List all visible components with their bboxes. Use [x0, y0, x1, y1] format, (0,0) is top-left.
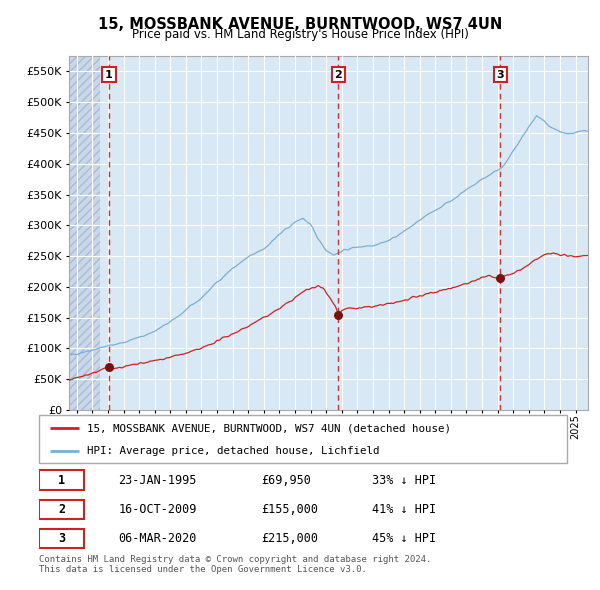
Bar: [69, 56, 100, 410]
FancyBboxPatch shape: [39, 500, 84, 519]
Text: 3: 3: [58, 532, 65, 545]
Text: 15, MOSSBANK AVENUE, BURNTWOOD, WS7 4UN (detached house): 15, MOSSBANK AVENUE, BURNTWOOD, WS7 4UN …: [86, 423, 451, 433]
Text: Contains HM Land Registry data © Crown copyright and database right 2024.
This d: Contains HM Land Registry data © Crown c…: [39, 555, 431, 574]
Text: HPI: Average price, detached house, Lichfield: HPI: Average price, detached house, Lich…: [86, 446, 379, 456]
Text: 3: 3: [496, 70, 504, 80]
Text: £215,000: £215,000: [261, 532, 318, 545]
Text: 41% ↓ HPI: 41% ↓ HPI: [371, 503, 436, 516]
Text: 1: 1: [58, 474, 65, 487]
Text: 06-MAR-2020: 06-MAR-2020: [118, 532, 197, 545]
Text: £155,000: £155,000: [261, 503, 318, 516]
Text: 16-OCT-2009: 16-OCT-2009: [118, 503, 197, 516]
Text: £69,950: £69,950: [261, 474, 311, 487]
FancyBboxPatch shape: [39, 470, 84, 490]
Text: Price paid vs. HM Land Registry's House Price Index (HPI): Price paid vs. HM Land Registry's House …: [131, 28, 469, 41]
Text: 2: 2: [58, 503, 65, 516]
Text: 45% ↓ HPI: 45% ↓ HPI: [371, 532, 436, 545]
Text: 1: 1: [105, 70, 113, 80]
Text: 23-JAN-1995: 23-JAN-1995: [118, 474, 197, 487]
FancyBboxPatch shape: [39, 529, 84, 548]
Text: 2: 2: [335, 70, 343, 80]
FancyBboxPatch shape: [39, 415, 567, 463]
Text: 33% ↓ HPI: 33% ↓ HPI: [371, 474, 436, 487]
Text: 15, MOSSBANK AVENUE, BURNTWOOD, WS7 4UN: 15, MOSSBANK AVENUE, BURNTWOOD, WS7 4UN: [98, 17, 502, 31]
